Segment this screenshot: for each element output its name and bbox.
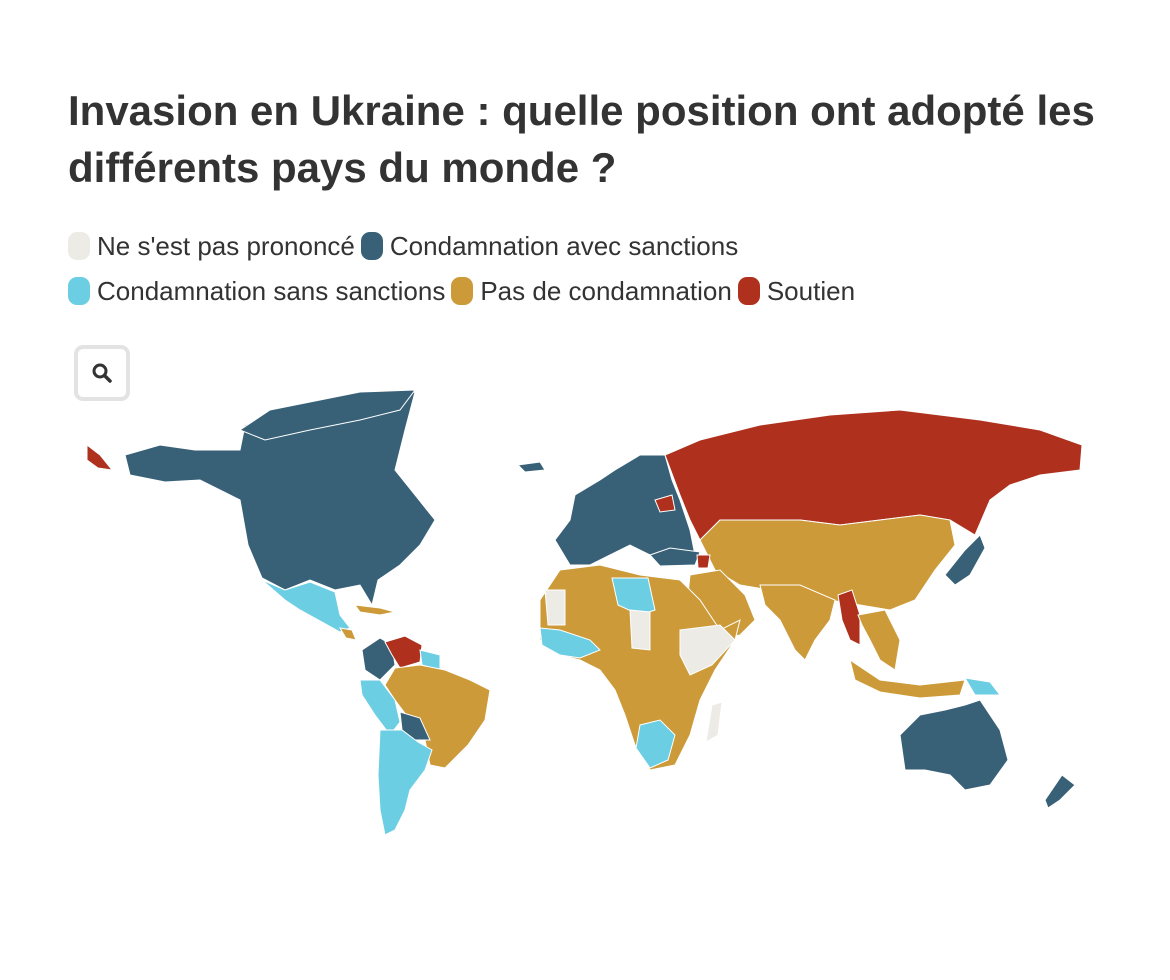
region-europe[interactable] bbox=[554, 454, 696, 566]
region-brazil[interactable] bbox=[384, 664, 491, 769]
region-india[interactable] bbox=[759, 584, 836, 661]
legend-swatch bbox=[68, 232, 90, 260]
legend-item-no-condemnation: Pas de condamnation bbox=[451, 271, 732, 311]
legend-label: Ne s'est pas prononcé bbox=[97, 231, 355, 261]
region-bolivia-paraguay[interactable] bbox=[399, 711, 431, 741]
legend-label: Condamnation avec sanctions bbox=[389, 231, 739, 261]
search-icon bbox=[92, 363, 112, 383]
region-west-africa-blue[interactable] bbox=[539, 627, 601, 659]
region-caribbean[interactable] bbox=[353, 604, 396, 616]
region-belarus[interactable] bbox=[654, 494, 676, 513]
region-peru-ecuador[interactable] bbox=[359, 679, 401, 736]
legend: Ne s'est pas prononcé Condamnation avec s… bbox=[68, 226, 968, 316]
region-new-zealand[interactable] bbox=[1044, 774, 1076, 809]
region-argentina-chile[interactable] bbox=[377, 729, 433, 836]
region-central-america[interactable] bbox=[339, 627, 357, 641]
region-africa[interactable] bbox=[539, 564, 741, 771]
legend-label: Pas de condamnation bbox=[480, 276, 732, 306]
region-indonesia[interactable] bbox=[849, 658, 966, 699]
region-alaska-russia[interactable] bbox=[86, 443, 114, 471]
legend-swatch bbox=[360, 232, 383, 260]
region-mexico[interactable] bbox=[261, 579, 351, 633]
legend-label: Condamnation sans sanctions bbox=[97, 276, 446, 306]
region-sahel-grey[interactable] bbox=[544, 589, 566, 626]
region-colombia[interactable] bbox=[361, 637, 396, 681]
region-arctic-islands[interactable] bbox=[238, 389, 417, 441]
page-title: Invasion en Ukraine : quelle position on… bbox=[68, 87, 1095, 191]
legend-item-not-pronounced: Ne s'est pas prononcé bbox=[68, 226, 355, 266]
legend-swatch bbox=[451, 277, 474, 305]
region-iceland[interactable] bbox=[516, 461, 546, 473]
search-button[interactable] bbox=[74, 345, 130, 401]
region-syria[interactable] bbox=[696, 554, 711, 569]
region-venezuela[interactable] bbox=[384, 635, 423, 669]
legend-item-condemn-no-sanctions: Condamnation sans sanctions bbox=[68, 271, 445, 311]
legend-item-support: Soutien bbox=[737, 271, 856, 311]
legend-swatch bbox=[68, 277, 90, 305]
region-horn-grey[interactable] bbox=[679, 624, 736, 676]
legend-swatch bbox=[737, 277, 760, 305]
legend-label: Soutien bbox=[766, 276, 856, 306]
region-papua[interactable] bbox=[964, 677, 1002, 696]
region-se-asia[interactable] bbox=[857, 609, 901, 671]
legend-item-condemn-sanctions: Condamnation avec sanctions bbox=[360, 226, 739, 266]
region-madagascar[interactable] bbox=[705, 701, 723, 743]
region-australia[interactable] bbox=[899, 699, 1009, 791]
region-sahara-grey[interactable] bbox=[629, 609, 651, 651]
region-myanmar[interactable] bbox=[837, 589, 861, 646]
region-southern-africa-blue[interactable] bbox=[635, 719, 676, 769]
region-japan-korea[interactable] bbox=[944, 534, 986, 586]
